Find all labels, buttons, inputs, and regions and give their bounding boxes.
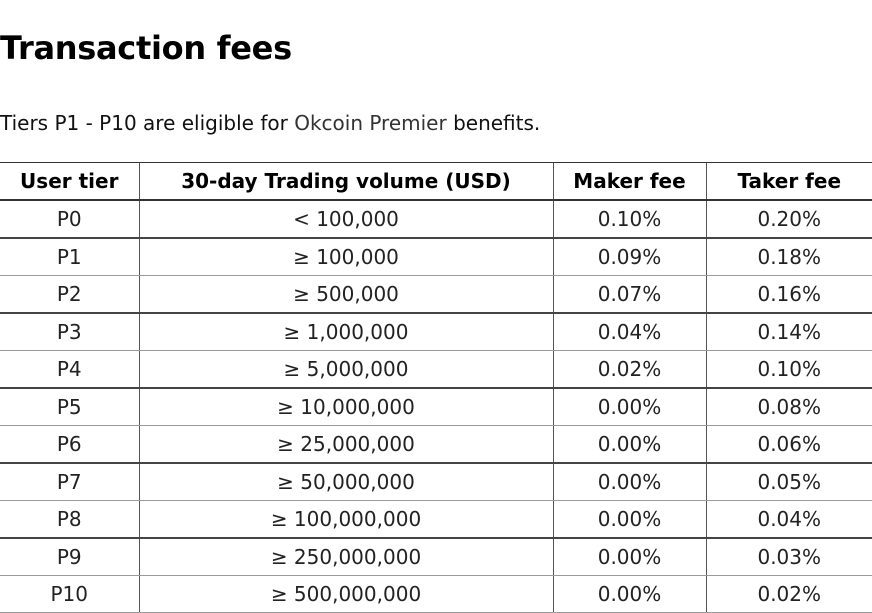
tier-cell: P3 <box>0 313 139 351</box>
maker-fee-cell: 0.10% <box>552 200 706 239</box>
fees-table: User tier 30-day Trading volume (USD) Ma… <box>0 162 872 613</box>
taker-fee-cell: 0.05% <box>705 463 872 501</box>
tier-cell: P0 <box>0 200 139 239</box>
tier-cell: P5 <box>0 388 139 426</box>
table-row: P5 ≥ 10,000,000 0.00% 0.08% <box>0 388 872 426</box>
intro-suffix: benefits. <box>446 111 541 135</box>
table-row: P6 ≥ 25,000,000 0.00% 0.06% <box>0 425 872 464</box>
maker-fee-cell: 0.00% <box>552 538 706 576</box>
taker-fee-cell: 0.16% <box>705 275 872 314</box>
table-row: P1 ≥ 100,000 0.09% 0.18% <box>0 238 872 276</box>
maker-fee-cell: 0.07% <box>552 275 706 314</box>
volume-cell: ≥ 1,000,000 <box>138 313 553 351</box>
table-row: P2 ≥ 500,000 0.07% 0.16% <box>0 275 872 314</box>
volume-cell: ≥ 5,000,000 <box>138 350 553 389</box>
taker-fee-cell: 0.04% <box>705 500 872 539</box>
maker-fee-cell: 0.09% <box>552 238 706 276</box>
table-row: P0 < 100,000 0.10% 0.20% <box>0 200 872 239</box>
page-title: Transaction fees <box>0 29 292 67</box>
maker-fee-cell: 0.02% <box>552 350 706 389</box>
maker-fee-cell: 0.00% <box>552 463 706 501</box>
header-user-tier: User tier <box>0 162 139 201</box>
maker-fee-cell: 0.04% <box>552 313 706 351</box>
table-row: P4 ≥ 5,000,000 0.02% 0.10% <box>0 350 872 389</box>
tier-cell: P9 <box>0 538 139 576</box>
taker-fee-cell: 0.03% <box>705 538 872 576</box>
table-row: P3 ≥ 1,000,000 0.04% 0.14% <box>0 313 872 351</box>
volume-cell: ≥ 100,000,000 <box>138 500 553 539</box>
tier-cell: P2 <box>0 275 139 314</box>
tier-cell: P10 <box>0 575 139 613</box>
taker-fee-cell: 0.06% <box>705 425 872 464</box>
table-row: P8 ≥ 100,000,000 0.00% 0.04% <box>0 500 872 539</box>
tier-cell: P8 <box>0 500 139 539</box>
header-trading-volume: 30-day Trading volume (USD) <box>138 162 553 201</box>
intro-prefix: Tiers P1 - P10 are eligible for <box>0 111 295 135</box>
volume-cell: ≥ 250,000,000 <box>138 538 553 576</box>
tier-cell: P6 <box>0 425 139 464</box>
table-row: P10 ≥ 500,000,000 0.00% 0.02% <box>0 575 872 613</box>
intro-text: Tiers P1 - P10 are eligible for Okcoin P… <box>0 109 540 137</box>
volume-cell: ≥ 50,000,000 <box>138 463 553 501</box>
maker-fee-cell: 0.00% <box>552 425 706 464</box>
volume-cell: < 100,000 <box>138 200 553 239</box>
table-header-row: User tier 30-day Trading volume (USD) Ma… <box>0 162 872 201</box>
tier-cell: P7 <box>0 463 139 501</box>
taker-fee-cell: 0.14% <box>705 313 872 351</box>
volume-cell: ≥ 100,000 <box>138 238 553 276</box>
header-maker-fee: Maker fee <box>552 162 706 201</box>
volume-cell: ≥ 25,000,000 <box>138 425 553 464</box>
table-row: P7 ≥ 50,000,000 0.00% 0.05% <box>0 463 872 501</box>
taker-fee-cell: 0.10% <box>705 350 872 389</box>
taker-fee-cell: 0.02% <box>705 575 872 613</box>
volume-cell: ≥ 500,000 <box>138 275 553 314</box>
volume-cell: ≥ 500,000,000 <box>138 575 553 613</box>
table-row: P9 ≥ 250,000,000 0.00% 0.03% <box>0 538 872 576</box>
taker-fee-cell: 0.20% <box>705 200 872 239</box>
volume-cell: ≥ 10,000,000 <box>138 388 553 426</box>
maker-fee-cell: 0.00% <box>552 388 706 426</box>
header-taker-fee: Taker fee <box>705 162 872 201</box>
taker-fee-cell: 0.18% <box>705 238 872 276</box>
maker-fee-cell: 0.00% <box>552 500 706 539</box>
okcoin-premier-link[interactable]: Okcoin Premier <box>294 111 447 135</box>
maker-fee-cell: 0.00% <box>552 575 706 613</box>
tier-cell: P4 <box>0 350 139 389</box>
tier-cell: P1 <box>0 238 139 276</box>
taker-fee-cell: 0.08% <box>705 388 872 426</box>
